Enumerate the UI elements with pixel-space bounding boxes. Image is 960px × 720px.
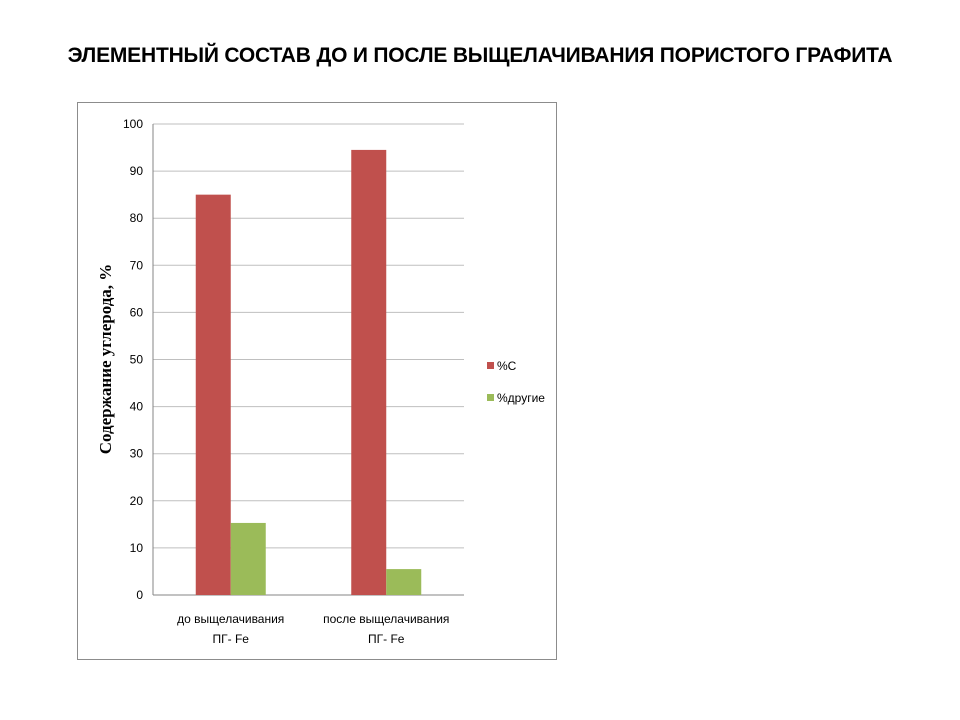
y-tick-label: 60 [130,305,144,319]
legend-swatch [487,394,494,401]
bar [351,149,387,595]
legend-label: %другие [497,391,545,405]
y-tick-label: 80 [130,211,144,225]
bar [386,569,422,595]
category-labels: до выщелачивания ПГ- Fe после выщелачивани… [177,612,449,646]
category-label: ПГ- Fe [213,632,250,646]
y-tick-label: 10 [130,541,144,555]
bar [230,522,266,595]
chart-frame [77,102,557,660]
slide-title: ЭЛЕМЕНТНЫЙ СОСТАВ ДО И ПОСЛЕ ВЫЩЕЛАЧИВАН… [67,44,893,67]
y-tick-labels: 0 10 20 30 40 50 60 70 80 90 100 [123,117,143,602]
y-tick-label: 0 [136,588,143,602]
y-tick-label: 20 [130,494,144,508]
y-tick-label: 70 [130,258,144,272]
category-label: ПГ- Fe [368,632,405,646]
y-tick-label: 90 [130,164,144,178]
y-tick-label: 100 [123,117,143,131]
legend-label: %C [497,359,517,373]
category-label: до выщелачивания [177,612,284,626]
legend: %C %другие [487,359,545,405]
bars [195,149,422,595]
y-axis-label: Содержание углерода, % [96,264,115,455]
legend-swatch [487,362,494,369]
bar [195,194,231,595]
y-tick-label: 40 [130,400,144,414]
y-tick-label: 30 [130,447,144,461]
y-tick-label: 50 [130,353,144,367]
category-label: после выщелачивания [323,612,449,626]
